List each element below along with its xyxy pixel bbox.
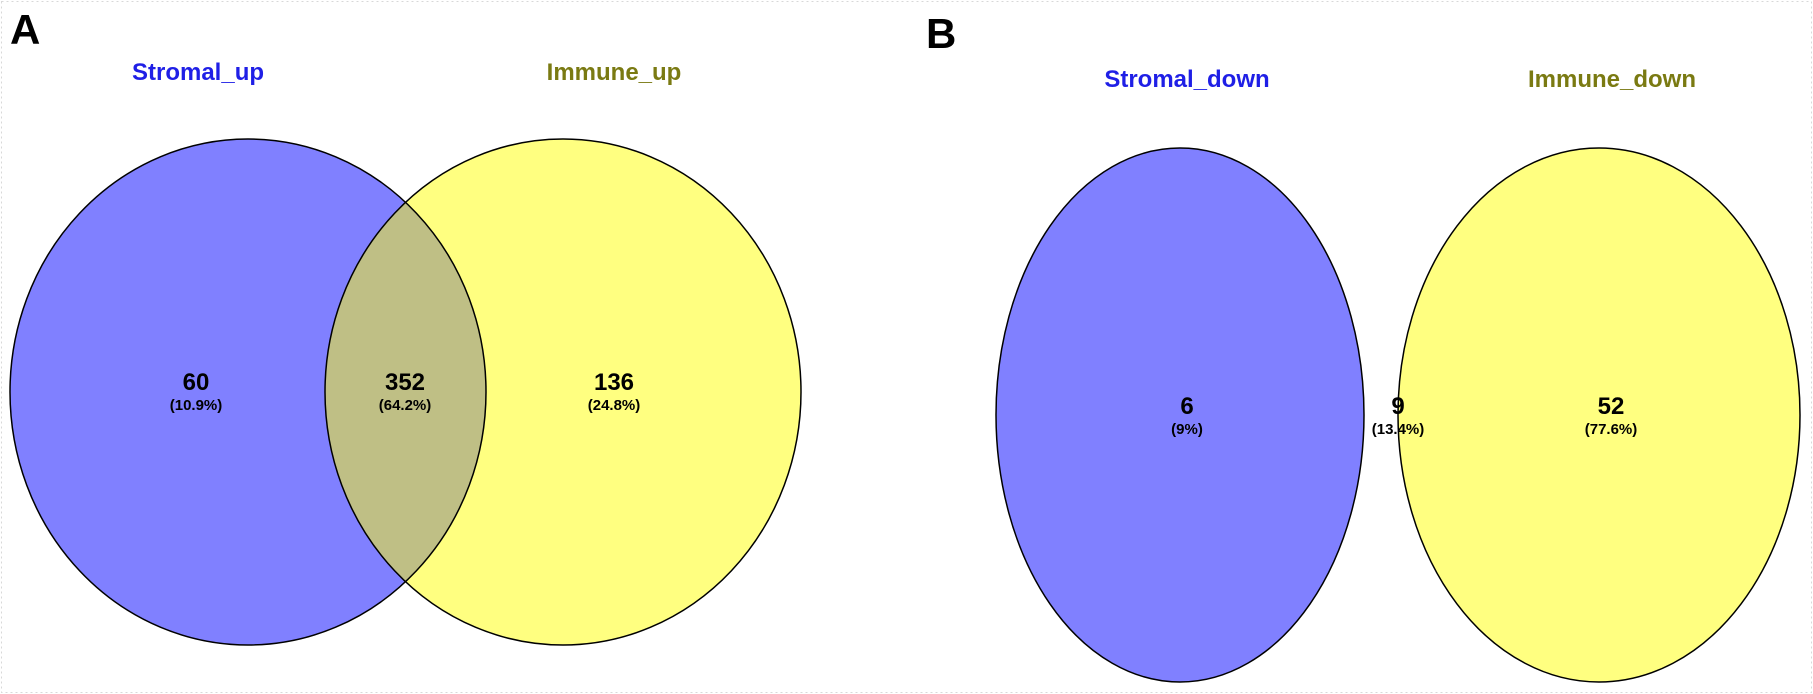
left-circle-outline-b	[995, 147, 1365, 683]
left-only-count-b: 6	[1180, 393, 1193, 420]
right-only-percent-b: (77.6%)	[1585, 421, 1638, 438]
right-only-count-b: 52	[1598, 393, 1625, 420]
right-only-count-a: 136	[594, 369, 634, 396]
left-circle-outline-a	[9, 138, 487, 646]
overlap-count-b: 9	[1391, 393, 1404, 420]
right-circle-outline-b	[1397, 147, 1801, 683]
panel-letter-b: B	[926, 10, 956, 57]
left-set-label-a: Stromal_up	[132, 59, 264, 86]
right-circle-b	[1398, 148, 1800, 682]
panel-letter-a: A	[10, 6, 40, 53]
right-only-percent-a: (24.8%)	[588, 397, 641, 414]
left-circle-b	[996, 148, 1364, 682]
left-only-count-a: 60	[183, 369, 210, 396]
overlap-region-a	[325, 139, 486, 645]
venn-panel-a: A Stromal_up Immune_up 60 (10.9%) 352 (6…	[9, 6, 802, 646]
overlap-percent-b: (13.4%)	[1372, 421, 1425, 438]
overlap-count-a: 352	[385, 369, 425, 396]
right-circle-outline-a	[324, 138, 802, 646]
left-set-label-b: Stromal_down	[1104, 66, 1269, 93]
right-set-label-b: Immune_down	[1528, 66, 1696, 93]
overlap-percent-a: (64.2%)	[379, 397, 432, 414]
venn-panel-b: B Stromal_down Immune_down 6 (9%) 9 (13.…	[926, 10, 1801, 683]
left-only-percent-a: (10.9%)	[170, 397, 223, 414]
left-only-percent-b: (9%)	[1171, 421, 1203, 438]
right-set-label-a: Immune_up	[547, 59, 682, 86]
